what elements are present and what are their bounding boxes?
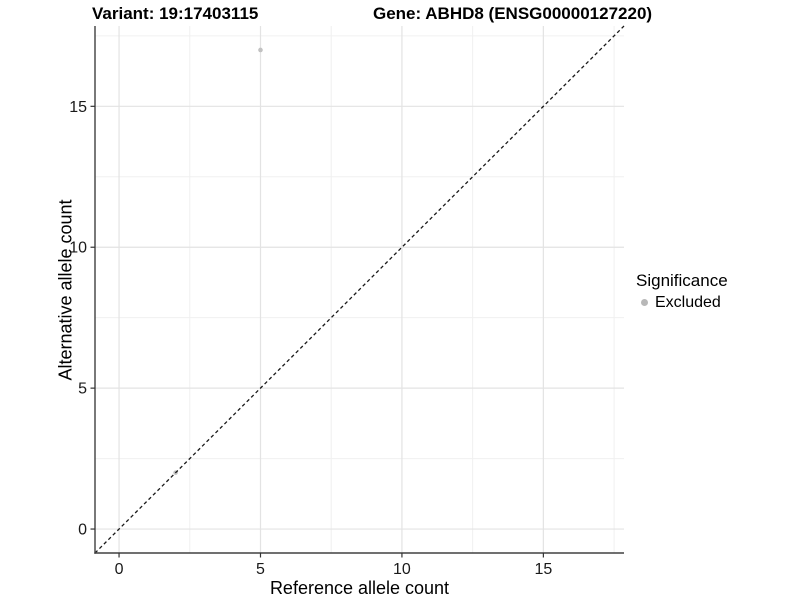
x-tick-label: 5: [256, 561, 265, 578]
variant-title: Variant: 19:17403115: [92, 4, 259, 23]
data-point: [258, 47, 263, 53]
gene-title: Gene: ABHD8 (ENSG00000127220): [373, 4, 653, 23]
x-axis-title: Reference allele count: [269, 578, 450, 598]
y-axis-title: Alternative allele count: [55, 199, 76, 381]
y-tick-label: 10: [69, 240, 87, 257]
x-tick-label: 15: [534, 561, 552, 578]
x-tick-label: 10: [393, 561, 411, 578]
identity-line: [94, 25, 625, 554]
y-tick-label: 15: [69, 99, 87, 116]
legend-item-label: Excluded: [655, 294, 721, 311]
y-tick-label: 0: [78, 522, 87, 539]
legend-item-excluded: Excluded: [636, 294, 728, 311]
excluded-point-icon: [641, 299, 648, 306]
legend-title: Significance: [636, 271, 728, 290]
x-tick-label: 0: [115, 561, 124, 578]
legend: Significance Excluded: [636, 271, 728, 312]
y-tick-label: 5: [78, 381, 87, 398]
